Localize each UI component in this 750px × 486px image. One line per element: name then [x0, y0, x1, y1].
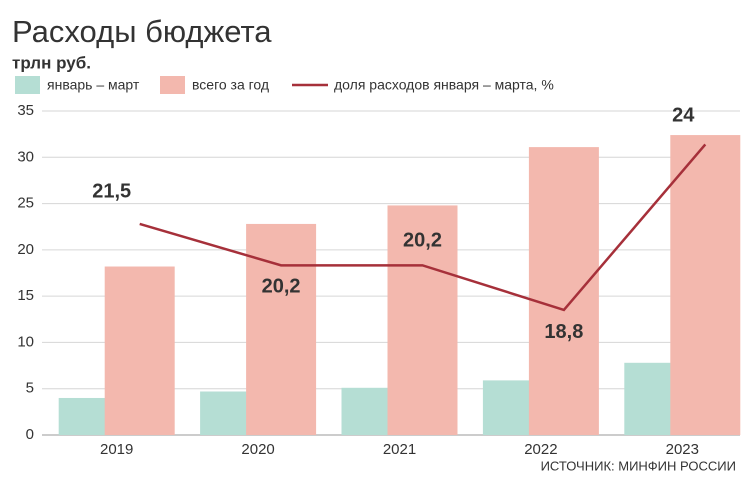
x-tick-label: 2019 — [100, 441, 133, 458]
x-tick-label: 2023 — [666, 441, 699, 458]
y-tick-label: 5 — [26, 380, 34, 397]
legend-label: всего за год — [192, 77, 269, 93]
data-label: 21,5 — [92, 180, 131, 202]
data-label: 24 — [672, 105, 695, 127]
x-tick-label: 2020 — [241, 441, 274, 458]
bar — [670, 135, 741, 435]
y-tick-label: 20 — [17, 241, 34, 258]
legend-label: январь – март — [47, 77, 140, 93]
legend-swatch — [160, 76, 185, 94]
y-tick-label: 10 — [17, 333, 34, 350]
y-tick-label: 15 — [17, 287, 34, 304]
chart-title: Расходы бюджета — [12, 14, 272, 49]
y-tick-label: 25 — [17, 195, 34, 212]
bar — [104, 266, 175, 435]
y-tick-label: 35 — [17, 102, 34, 119]
data-label: 20,2 — [403, 230, 442, 252]
legend-swatch — [15, 76, 40, 94]
x-tick-label: 2021 — [383, 441, 416, 458]
y-tick-label: 30 — [17, 148, 34, 165]
bar — [387, 205, 458, 435]
y-axis-label: трлн руб. — [12, 53, 91, 72]
data-label: 18,8 — [544, 321, 583, 343]
line — [139, 143, 707, 312]
data-label: 20,2 — [262, 276, 301, 298]
bar — [528, 147, 599, 436]
legend-label: доля расходов января – марта, % — [334, 77, 554, 93]
bar — [246, 223, 317, 435]
x-tick-label: 2022 — [524, 441, 557, 458]
y-tick-label: 0 — [26, 426, 34, 443]
source: ИСТОЧНИК: МИНФИН РОССИИ — [541, 458, 736, 473]
